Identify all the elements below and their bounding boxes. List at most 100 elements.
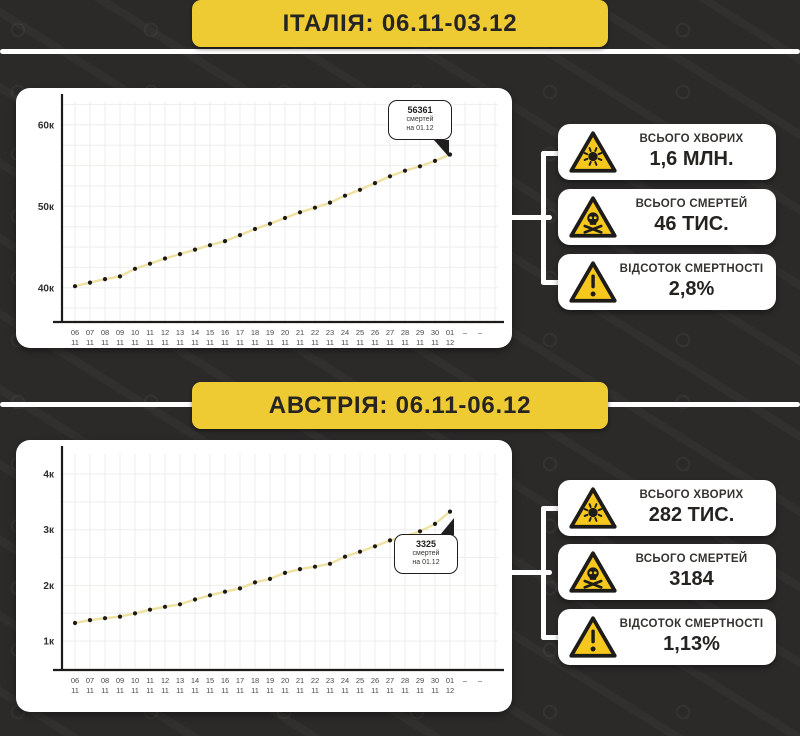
svg-text:28: 28 xyxy=(401,676,409,685)
svg-text:11: 11 xyxy=(236,686,244,695)
svg-text:–: – xyxy=(463,328,468,337)
svg-text:15: 15 xyxy=(206,328,214,337)
svg-text:11: 11 xyxy=(431,686,439,695)
svg-text:11: 11 xyxy=(281,686,289,695)
svg-text:11: 11 xyxy=(71,338,79,347)
svg-text:25: 25 xyxy=(356,676,364,685)
connector-stub-top xyxy=(541,151,563,156)
annotation-unit: смертей xyxy=(412,550,440,558)
svg-text:20: 20 xyxy=(281,328,289,337)
svg-text:40к: 40к xyxy=(38,283,55,294)
svg-text:11: 11 xyxy=(311,338,319,347)
svg-text:01: 01 xyxy=(446,676,454,685)
svg-text:19: 19 xyxy=(266,328,274,337)
svg-text:23: 23 xyxy=(326,676,334,685)
exclamation-warning-icon xyxy=(569,260,617,304)
exclamation-warning-icon xyxy=(569,615,617,659)
stat-label: ВІДСОТОК СМЕРТНОСТІ xyxy=(619,617,764,630)
svg-text:16: 16 xyxy=(221,328,229,337)
svg-text:24: 24 xyxy=(341,328,349,337)
svg-text:13: 13 xyxy=(176,328,184,337)
svg-text:13: 13 xyxy=(176,676,184,685)
svg-text:11: 11 xyxy=(251,686,259,695)
svg-text:11: 11 xyxy=(176,686,184,695)
svg-text:28: 28 xyxy=(401,328,409,337)
svg-text:11: 11 xyxy=(86,686,94,695)
svg-text:11: 11 xyxy=(131,338,139,347)
stat-value: 3184 xyxy=(669,568,714,591)
svg-text:12: 12 xyxy=(161,676,169,685)
virus-warning-icon xyxy=(569,130,617,174)
svg-text:4к: 4к xyxy=(43,470,55,481)
svg-text:06: 06 xyxy=(71,676,79,685)
svg-text:11: 11 xyxy=(161,686,169,695)
stat-value: 282 ТИС. xyxy=(648,504,735,527)
svg-text:11: 11 xyxy=(341,338,349,347)
stat-card-mortality-rate: ВІДСОТОК СМЕРТНОСТІ 1,13% xyxy=(558,609,776,665)
line-chart-austria-deaths: 1к 2к 3к 4к 06 11 07 11 08 11 09 11 10 11 11 11 12 11 13 11… xyxy=(16,440,512,712)
svg-text:11: 11 xyxy=(206,338,214,347)
svg-text:11: 11 xyxy=(191,686,199,695)
svg-text:11: 11 xyxy=(101,686,109,695)
svg-text:11: 11 xyxy=(386,686,394,695)
svg-text:12: 12 xyxy=(446,338,454,347)
svg-text:20: 20 xyxy=(281,676,289,685)
svg-text:11: 11 xyxy=(101,338,109,347)
stat-card-total-cases: ВСЬОГО ХВОРИХ 282 ТИС. xyxy=(558,480,776,536)
svg-text:11: 11 xyxy=(371,686,379,695)
svg-text:10: 10 xyxy=(131,676,139,685)
svg-text:11: 11 xyxy=(116,338,124,347)
svg-text:30: 30 xyxy=(431,328,439,337)
svg-text:2к: 2к xyxy=(43,581,55,592)
section-title-text: ІТАЛІЯ: 06.11-03.12 xyxy=(282,9,518,37)
svg-text:11: 11 xyxy=(401,338,409,347)
svg-text:19: 19 xyxy=(266,676,274,685)
stat-label: ВІДСОТОК СМЕРТНОСТІ xyxy=(619,262,764,275)
svg-text:11: 11 xyxy=(371,338,379,347)
svg-text:29: 29 xyxy=(416,676,424,685)
svg-text:07: 07 xyxy=(86,328,94,337)
svg-text:3к: 3к xyxy=(43,525,55,536)
stat-value: 1,6 МЛН. xyxy=(649,148,734,171)
svg-text:12: 12 xyxy=(446,686,454,695)
svg-text:14: 14 xyxy=(191,676,199,685)
svg-text:–: – xyxy=(478,676,483,685)
svg-text:09: 09 xyxy=(116,328,124,337)
svg-text:27: 27 xyxy=(386,328,394,337)
svg-text:11: 11 xyxy=(131,686,139,695)
svg-text:11: 11 xyxy=(206,686,214,695)
svg-text:11: 11 xyxy=(326,338,334,347)
chart-card-italy: 40к 50к 60к 06 11 07 11 08 11 09 11 10 11 11 11 12 11 13 1… xyxy=(16,88,512,348)
connector-vertical xyxy=(541,506,546,640)
svg-text:12: 12 xyxy=(161,328,169,337)
svg-text:11: 11 xyxy=(416,686,424,695)
svg-text:11: 11 xyxy=(386,338,394,347)
chart-card-austria: 1к 2к 3к 4к 06 11 07 11 08 11 09 11 10 11 11 11 12 11 13 11… xyxy=(16,440,512,712)
svg-text:11: 11 xyxy=(356,686,364,695)
stat-label: ВСЬОГО СМЕРТЕЙ xyxy=(635,197,748,210)
svg-text:06: 06 xyxy=(71,328,79,337)
svg-text:17: 17 xyxy=(236,676,244,685)
skull-warning-icon xyxy=(569,195,617,239)
virus-warning-icon xyxy=(569,486,617,530)
svg-text:11: 11 xyxy=(431,338,439,347)
svg-text:23: 23 xyxy=(326,328,334,337)
annotation-date: на 01.12 xyxy=(406,125,434,132)
svg-text:16: 16 xyxy=(221,676,229,685)
svg-text:26: 26 xyxy=(371,676,379,685)
svg-text:29: 29 xyxy=(416,328,424,337)
svg-text:11: 11 xyxy=(71,686,79,695)
section-title-italy: ІТАЛІЯ: 06.11-03.12 xyxy=(192,0,608,47)
svg-text:11: 11 xyxy=(251,338,259,347)
svg-text:11: 11 xyxy=(86,338,94,347)
annotation-bubble-austria: 3325 смертей на 01.12 xyxy=(394,534,458,574)
svg-text:11: 11 xyxy=(341,686,349,695)
svg-text:11: 11 xyxy=(146,676,154,685)
stat-card-total-cases: ВСЬОГО ХВОРИХ 1,6 МЛН. xyxy=(558,124,776,180)
stat-card-total-deaths: ВСЬОГО СМЕРТЕЙ 46 ТИС. xyxy=(558,189,776,245)
svg-text:1к: 1к xyxy=(43,637,55,648)
connector-stub-bottom xyxy=(541,280,563,285)
svg-text:11: 11 xyxy=(191,338,199,347)
svg-text:24: 24 xyxy=(341,676,349,685)
